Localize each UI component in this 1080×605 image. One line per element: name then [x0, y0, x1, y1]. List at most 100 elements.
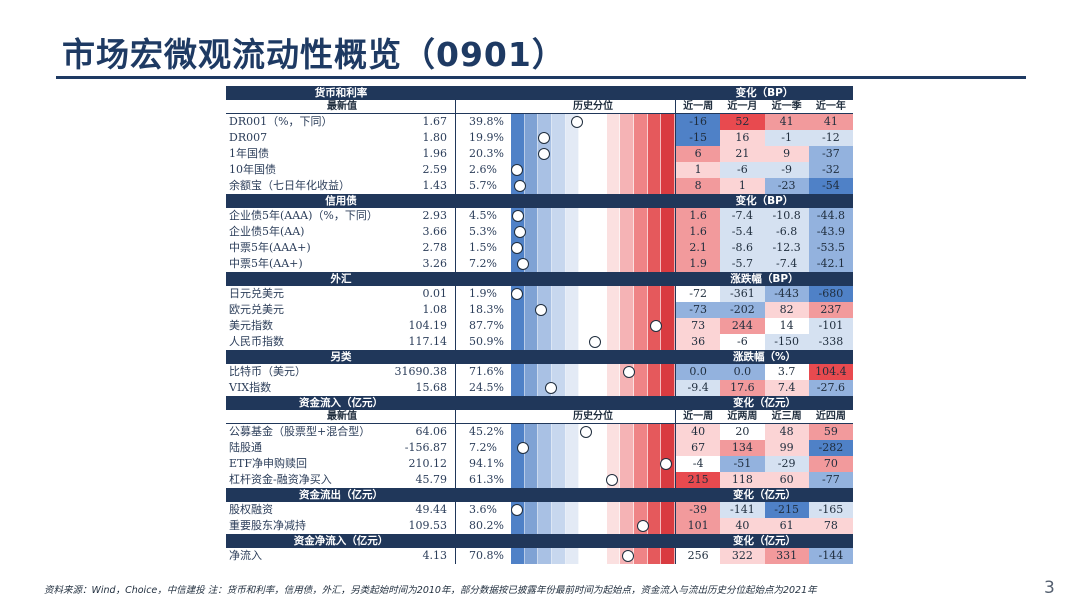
bar-segment — [524, 424, 539, 440]
bar-segment — [565, 130, 580, 146]
bar-segment — [552, 318, 566, 334]
bar-segment — [606, 502, 621, 518]
indicator-row: 净流入 4.13 70.8% 256 322 331 -144 — [226, 548, 853, 564]
bar-segment — [620, 440, 635, 456]
historical-percentile-value: 1.9% — [469, 287, 497, 300]
percentile-marker — [512, 210, 525, 222]
section-title: 资金流出（亿元） — [299, 489, 383, 501]
bar-segment — [661, 518, 676, 534]
bar-segment — [579, 146, 594, 162]
bar-segment — [579, 114, 594, 130]
change-cell: 3.7 — [764, 364, 809, 380]
page-title: 市场宏微观流动性概览（0901） — [62, 35, 566, 74]
bar-segment — [634, 502, 648, 518]
bar-segment — [606, 318, 621, 334]
section-band: 货币和利率 变化（BP） — [226, 86, 853, 100]
bar-segment — [647, 286, 662, 302]
change-cell: -7.4 — [720, 208, 765, 224]
change-cell: 1.9 — [676, 256, 721, 272]
bar-segment — [538, 162, 553, 178]
bar-segment — [634, 208, 648, 224]
bar-segment — [593, 318, 607, 334]
bar-segment — [593, 146, 607, 162]
bar-segment — [634, 364, 648, 380]
bar-segment — [647, 256, 662, 272]
bar-segment — [634, 146, 648, 162]
change-cell: -73 — [676, 302, 721, 318]
bar-segment — [593, 224, 607, 240]
percentile-gradient-bar — [511, 208, 676, 224]
bar-segment — [524, 178, 539, 194]
indicator-name: DR001（%，下同） — [229, 115, 333, 128]
bar-segment — [579, 456, 594, 472]
bar-segment — [606, 424, 621, 440]
percentile-marker — [516, 442, 529, 454]
bar-segment — [538, 256, 553, 272]
bar-segment — [579, 240, 594, 256]
bar-segment — [579, 162, 594, 178]
bar-segment — [565, 318, 580, 334]
latest-value: 1.67 — [391, 114, 456, 130]
percentile-gradient-bar — [511, 440, 676, 456]
bar-segment — [565, 224, 580, 240]
bar-segment — [565, 178, 580, 194]
bar-segment — [565, 380, 580, 396]
indicator-row: 10年国债 2.59 2.6% 1 -6 -9 -32 — [226, 162, 853, 178]
bar-segment — [524, 518, 539, 534]
change-cell: -54 — [808, 178, 853, 194]
bar-segment — [579, 286, 594, 302]
indicator-row: 比特币（美元） 31690.38 71.6% 0.0 0.0 3.7 104.4 — [226, 364, 853, 380]
bar-segment — [620, 424, 635, 440]
historical-percentile-value: 1.5% — [469, 241, 497, 254]
bar-segment — [661, 334, 676, 350]
change-cell: -338 — [808, 334, 853, 350]
bar-segment — [647, 302, 662, 318]
indicator-row: 欧元兑美元 1.08 18.3% -73 -202 82 237 — [226, 302, 853, 318]
historical-percentile-value: 71.6% — [469, 365, 504, 378]
indicator-row: 美元指数 104.19 87.7% 73 244 14 -101 — [226, 318, 853, 334]
section-change-label: 变化（亿元） — [733, 535, 796, 547]
latest-value: 1.08 — [391, 302, 456, 318]
change-cell: -43.9 — [808, 224, 853, 240]
indicator-row: 公募基金（股票型+混合型） 64.06 45.2% 40 20 48 59 — [226, 424, 853, 440]
bar-segment — [634, 224, 648, 240]
historical-percentile-value: 5.7% — [469, 179, 497, 192]
bar-segment — [606, 380, 621, 396]
change-cell: -7.4 — [764, 256, 809, 272]
header-period: 近一月 — [727, 101, 758, 112]
section-band: 外汇 涨跌幅（BP） — [226, 272, 853, 286]
bar-segment — [593, 440, 607, 456]
bar-segment — [538, 208, 553, 224]
change-cell: -5.7 — [720, 256, 765, 272]
section-title: 外汇 — [330, 273, 352, 285]
header-period: 近一年 — [815, 101, 846, 112]
bar-segment — [552, 114, 566, 130]
bar-segment — [524, 364, 539, 380]
percentile-gradient-bar — [511, 302, 676, 318]
section-change-label: 变化（BP） — [735, 87, 794, 99]
latest-value: 15.68 — [391, 380, 456, 396]
bar-segment — [579, 302, 594, 318]
bar-segment — [593, 130, 607, 146]
bar-segment — [620, 518, 635, 534]
bar-segment — [593, 302, 607, 318]
bar-segment — [647, 424, 662, 440]
change-cell: 60 — [764, 472, 809, 488]
bar-segment — [579, 178, 594, 194]
change-cell: -10.8 — [764, 208, 809, 224]
bar-segment — [524, 548, 539, 564]
bar-segment — [661, 224, 676, 240]
change-cell: -23 — [764, 178, 809, 194]
indicator-name: 1年国债 — [229, 147, 269, 160]
bar-segment — [565, 162, 580, 178]
bar-segment — [579, 380, 594, 396]
bar-segment — [634, 424, 648, 440]
bar-segment — [647, 380, 662, 396]
change-cell: 21 — [720, 146, 765, 162]
bar-segment — [552, 208, 566, 224]
change-cell: 244 — [720, 318, 765, 334]
bar-segment — [661, 146, 676, 162]
change-cell: -51 — [720, 456, 765, 472]
bar-segment — [606, 240, 621, 256]
bar-segment — [511, 518, 525, 534]
